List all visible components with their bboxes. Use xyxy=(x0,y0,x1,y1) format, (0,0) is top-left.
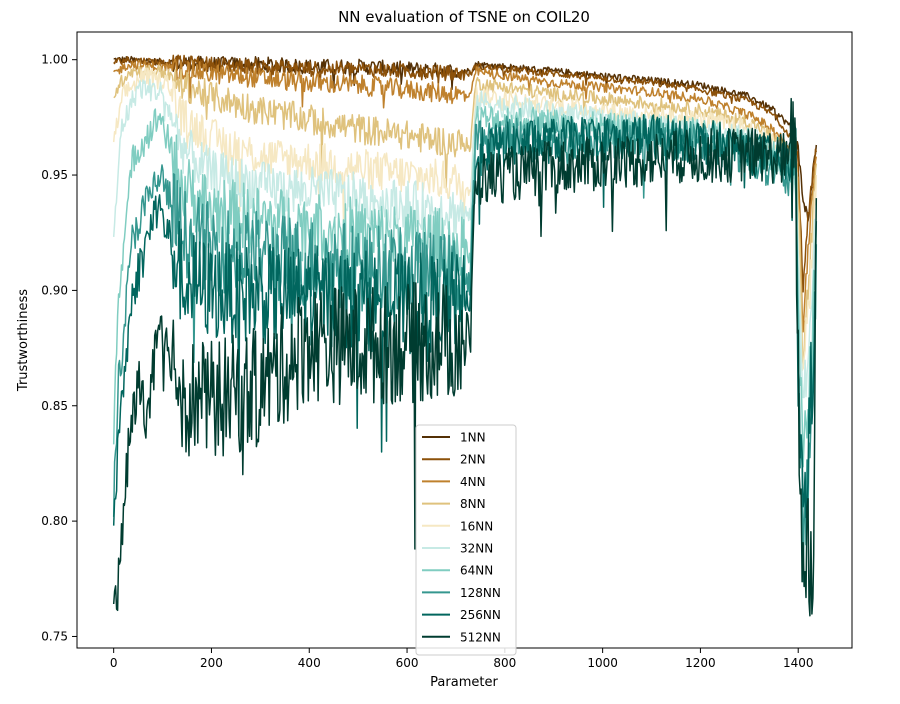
series-line-256nn xyxy=(112,114,818,526)
series-line-512nn xyxy=(112,97,818,617)
series-line-4nn xyxy=(113,58,818,333)
legend-label: 16NN xyxy=(460,519,493,533)
x-tick-label: 800 xyxy=(493,656,516,670)
x-axis-label: Parameter xyxy=(430,675,498,690)
y-tick-label: 0.75 xyxy=(41,629,68,643)
x-tick-label: 1000 xyxy=(587,656,618,670)
y-tick-label: 0.90 xyxy=(41,283,68,297)
legend-label: 512NN xyxy=(460,630,501,644)
legend-label: 4NN xyxy=(460,475,486,489)
x-axis: 0 200 400 600 800 1000 1200 1400 xyxy=(110,648,814,670)
y-tick-label: 0.85 xyxy=(41,399,68,413)
legend-label: 8NN xyxy=(460,497,486,511)
legend-label: 128NN xyxy=(460,586,501,600)
series-line-2nn xyxy=(113,54,818,293)
chart-title: NN evaluation of TSNE on COIL20 xyxy=(338,8,590,26)
x-tick-label: 600 xyxy=(396,656,419,670)
x-tick-label: 1400 xyxy=(783,656,814,670)
series-lines xyxy=(112,54,818,617)
x-tick-label: 200 xyxy=(200,656,223,670)
y-axis: 0.75 0.80 0.85 0.90 0.95 1.00 xyxy=(41,53,77,643)
y-tick-label: 1.00 xyxy=(41,53,68,67)
legend-box xyxy=(415,424,517,656)
legend-label: 1NN xyxy=(460,431,486,445)
series-line-16nn xyxy=(112,67,818,372)
y-axis-label: Trustworthiness xyxy=(16,289,31,392)
y-tick-label: 0.80 xyxy=(41,514,68,528)
x-tick-label: 400 xyxy=(298,656,321,670)
y-tick-label: 0.95 xyxy=(41,168,68,182)
x-tick-label: 0 xyxy=(110,656,118,670)
series-line-8nn xyxy=(113,64,818,369)
legend-label: 2NN xyxy=(460,453,486,467)
legend: 1NN 2NN 4NN 8NN 16NN 32NN 64NN 128NN 256NN 512NN xyxy=(415,424,517,656)
legend-label: 32NN xyxy=(460,542,493,556)
legend-label: 64NN xyxy=(460,564,493,578)
x-tick-label: 1200 xyxy=(685,656,716,670)
legend-label: 256NN xyxy=(460,608,501,622)
